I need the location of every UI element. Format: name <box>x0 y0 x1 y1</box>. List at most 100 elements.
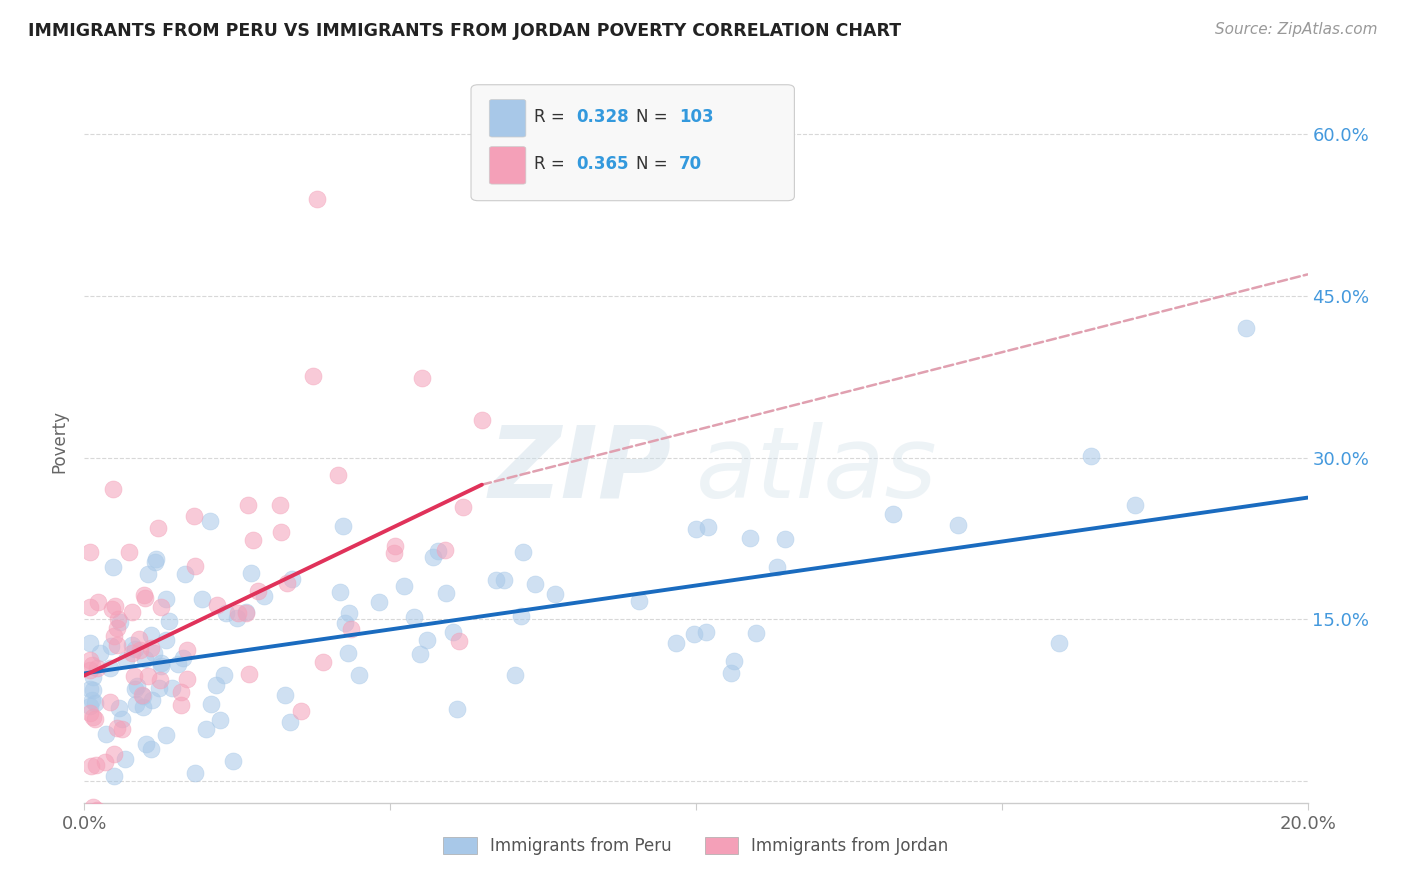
Point <box>339 622 361 636</box>
Point <box>124 642 146 657</box>
Point <box>98 661 121 675</box>
Point <box>142 646 165 660</box>
Point <box>695 625 717 640</box>
Point <box>485 573 508 587</box>
Point <box>143 555 166 569</box>
Point <box>135 737 157 751</box>
Point <box>124 682 146 697</box>
Point <box>347 668 370 682</box>
Point <box>108 615 131 629</box>
Point <box>145 552 167 566</box>
Point <box>86 594 108 608</box>
Point <box>183 509 205 524</box>
Point <box>773 533 796 547</box>
Point <box>544 587 567 601</box>
Text: atlas: atlas <box>696 422 938 519</box>
Point <box>337 646 360 660</box>
Point <box>276 576 298 591</box>
Point <box>139 742 162 756</box>
Point <box>242 533 264 548</box>
Point <box>86 661 108 675</box>
Point <box>94 756 117 770</box>
Point <box>148 681 170 695</box>
Point <box>409 647 432 661</box>
Point <box>149 658 172 673</box>
Point <box>281 572 304 586</box>
Point <box>512 545 534 559</box>
Point <box>236 498 259 512</box>
Point <box>155 592 177 607</box>
Point <box>503 668 526 682</box>
Point <box>103 599 125 613</box>
Point <box>132 689 155 703</box>
Text: 0.328: 0.328 <box>576 109 628 127</box>
Point <box>209 714 232 728</box>
Point <box>82 800 104 814</box>
Point <box>326 467 349 482</box>
Point <box>246 583 269 598</box>
Point <box>226 606 249 620</box>
Point <box>84 758 107 772</box>
Point <box>1080 450 1102 464</box>
Point <box>107 701 129 715</box>
Point <box>176 673 198 687</box>
Point <box>82 682 104 697</box>
Point <box>134 652 156 666</box>
Point <box>368 595 391 609</box>
Point <box>212 667 235 681</box>
Point <box>80 759 103 773</box>
Point <box>226 611 249 625</box>
Point <box>697 519 720 533</box>
Point <box>103 482 125 496</box>
Point <box>149 600 172 615</box>
Point <box>222 754 245 768</box>
Point <box>103 768 125 782</box>
Point <box>422 550 444 565</box>
Point <box>240 566 263 580</box>
Point <box>238 667 260 681</box>
Text: ZIP: ZIP <box>488 422 672 519</box>
Point <box>138 669 160 683</box>
Point <box>184 766 207 780</box>
Point <box>200 697 222 711</box>
Point <box>176 642 198 657</box>
Point <box>235 606 257 620</box>
Point <box>269 498 291 512</box>
Point <box>124 669 146 683</box>
Point <box>1236 321 1258 335</box>
Point <box>946 518 969 533</box>
Point <box>720 665 742 680</box>
Point <box>252 589 274 603</box>
Point <box>195 722 218 736</box>
Point <box>333 616 356 631</box>
Point <box>114 752 136 766</box>
Point <box>82 710 104 724</box>
Point <box>79 682 101 697</box>
Point <box>301 368 323 383</box>
Point <box>141 640 163 655</box>
Point <box>121 605 143 619</box>
Point <box>84 697 107 711</box>
Point <box>155 728 177 742</box>
Point <box>745 625 768 640</box>
Point <box>149 673 172 687</box>
Point <box>174 567 197 582</box>
Point <box>239 874 262 888</box>
Text: 103: 103 <box>679 109 714 127</box>
Point <box>471 413 494 427</box>
Point <box>89 646 111 660</box>
Text: R =: R = <box>534 155 571 173</box>
Point <box>494 574 516 588</box>
Point <box>204 678 226 692</box>
Point <box>159 614 181 628</box>
Point <box>416 633 439 648</box>
Point <box>121 646 143 660</box>
Point <box>411 371 433 385</box>
Point <box>100 601 122 615</box>
Point <box>160 681 183 695</box>
Point <box>172 651 194 665</box>
Point <box>124 698 146 712</box>
Point <box>665 636 688 650</box>
Legend: Immigrants from Peru, Immigrants from Jordan: Immigrants from Peru, Immigrants from Jo… <box>434 829 957 863</box>
Point <box>524 577 547 591</box>
